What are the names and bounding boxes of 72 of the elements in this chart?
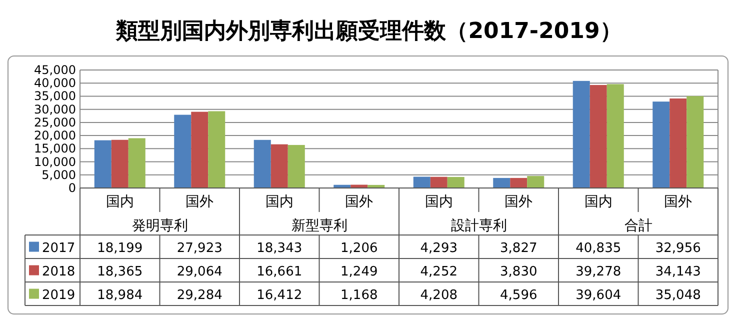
text: 新型専利 — [291, 218, 348, 234]
data-label: 34,143 — [655, 264, 701, 280]
bar — [288, 144, 305, 188]
data-label: 39,604 — [576, 288, 622, 303]
x-tick-label: 国内 — [424, 194, 453, 210]
bar — [413, 176, 430, 188]
bar — [128, 138, 146, 188]
bar — [510, 178, 528, 188]
legend-label: 2017 — [42, 240, 76, 256]
data-label: 40,835 — [576, 240, 622, 256]
x-tick-label: 国外 — [186, 194, 214, 210]
text: 発明専利 — [132, 218, 188, 234]
y-tick-label: 10,000 — [34, 154, 76, 169]
y-tick-label: 30,000 — [34, 102, 76, 116]
data-label: 3,827 — [500, 240, 538, 256]
y-tick-label: 45,000 — [34, 63, 76, 77]
bar — [590, 85, 607, 188]
bar — [686, 96, 704, 188]
data-label: 1,249 — [340, 264, 378, 280]
chart-title: 類型別国内外別専利出願受理件数（2017-2019） — [115, 19, 622, 44]
x-tick-label: 国内 — [265, 194, 294, 210]
data-label: 18,984 — [97, 288, 143, 303]
data-label: 18,199 — [97, 240, 143, 256]
data-label: 3,830 — [500, 264, 538, 280]
data-label: 16,412 — [256, 288, 302, 303]
bar — [94, 140, 112, 188]
data-label: 4,208 — [420, 288, 458, 303]
x-tick-label: 国内 — [584, 194, 612, 210]
y-tick-label: 15,000 — [34, 142, 76, 156]
bar — [191, 112, 208, 188]
data-label: 1,206 — [340, 240, 378, 256]
text: 設計専利 — [450, 218, 507, 234]
data-label: 27,923 — [176, 240, 222, 256]
bar — [670, 98, 687, 188]
data-label: 39,278 — [576, 264, 622, 280]
bar — [493, 178, 510, 188]
y-tick-label: 20,000 — [34, 128, 76, 143]
bar — [606, 84, 624, 188]
bar — [430, 176, 448, 188]
data-label: 32,956 — [655, 240, 701, 256]
bar — [527, 176, 544, 188]
bar — [652, 102, 670, 188]
x-tick-label: 国外 — [345, 194, 374, 210]
data-label: 35,048 — [655, 288, 701, 303]
data-label: 18,343 — [256, 240, 302, 256]
bar — [208, 111, 226, 188]
y-tick-label: 5,000 — [42, 168, 76, 182]
bar — [254, 140, 271, 188]
data-label: 16,661 — [256, 264, 302, 280]
bar — [270, 144, 288, 188]
bar — [447, 176, 464, 188]
bar — [111, 140, 128, 188]
y-tick-label: 25,000 — [34, 115, 76, 130]
x-tick-label: 国外 — [664, 194, 692, 210]
data-label: 4,596 — [500, 288, 538, 303]
y-tick-label: 35,000 — [34, 89, 76, 104]
x-tick-label: 国外 — [504, 194, 533, 210]
x-tick-label: 国内 — [106, 194, 134, 210]
legend-label: 2018 — [42, 264, 76, 280]
data-label: 18,365 — [97, 264, 143, 280]
data-label: 4,293 — [420, 240, 458, 256]
data-label: 1,168 — [340, 288, 378, 303]
text: 合計 — [624, 218, 652, 234]
bar — [572, 80, 590, 188]
data-label: 4,252 — [420, 264, 458, 280]
data-label: 29,284 — [176, 288, 222, 303]
bar — [350, 184, 368, 188]
data-label: 29,064 — [176, 264, 222, 280]
y-tick-label: 40,000 — [34, 76, 76, 90]
bar — [174, 114, 192, 188]
y-tick-label: 0 — [68, 181, 76, 195]
legend-label: 2019 — [42, 288, 76, 303]
